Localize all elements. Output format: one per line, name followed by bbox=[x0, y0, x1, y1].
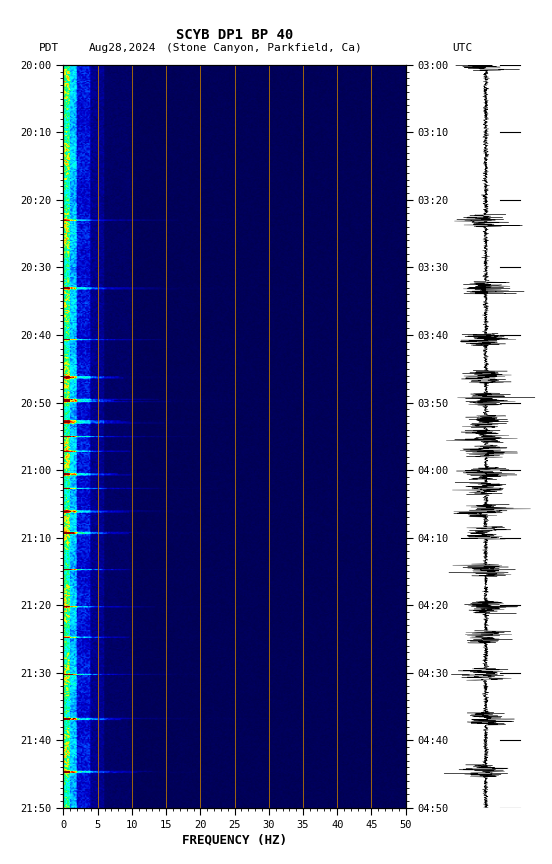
X-axis label: FREQUENCY (HZ): FREQUENCY (HZ) bbox=[182, 834, 287, 847]
Text: (Stone Canyon, Parkfield, Ca): (Stone Canyon, Parkfield, Ca) bbox=[166, 43, 362, 54]
Text: SCYB DP1 BP 40: SCYB DP1 BP 40 bbox=[176, 28, 293, 41]
Text: Aug28,2024: Aug28,2024 bbox=[88, 43, 156, 54]
Text: UTC: UTC bbox=[453, 43, 473, 54]
Text: PDT: PDT bbox=[39, 43, 59, 54]
